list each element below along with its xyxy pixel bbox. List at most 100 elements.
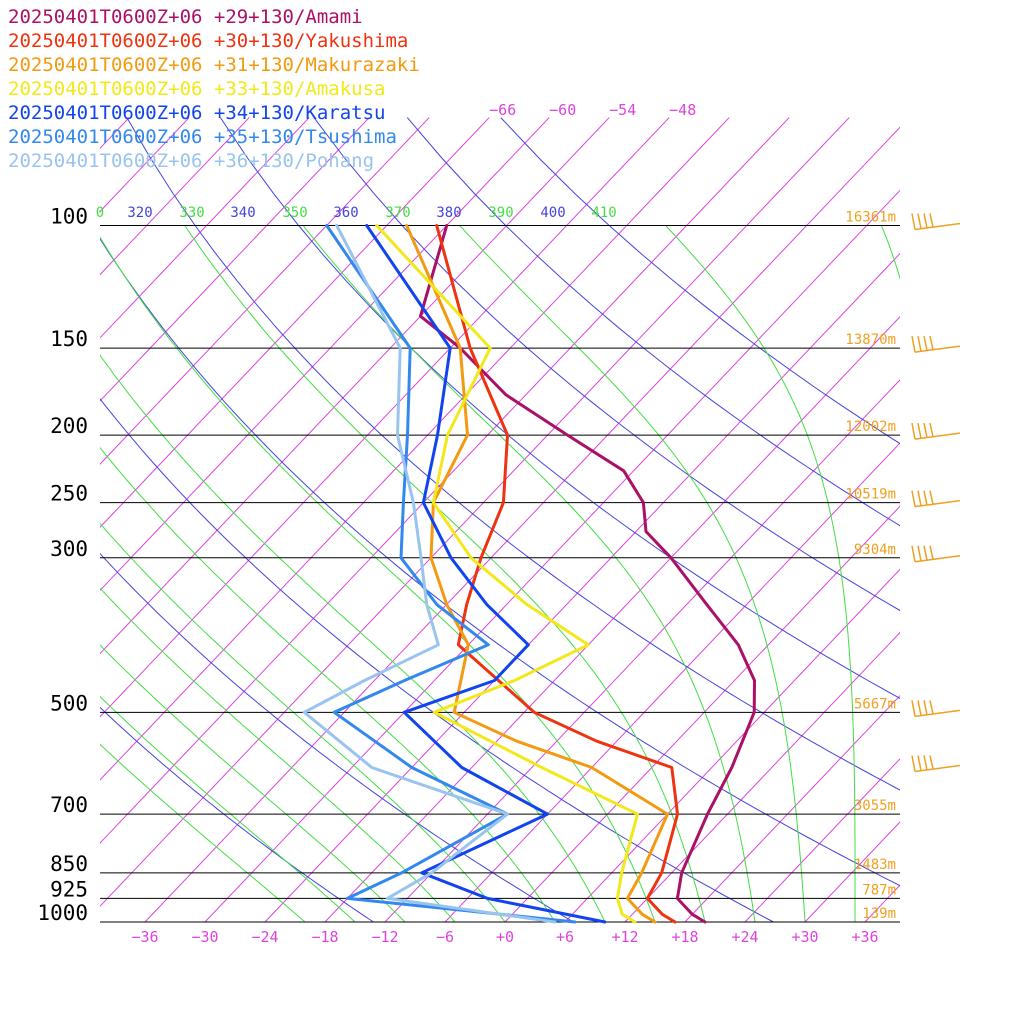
height-label: 16361m — [845, 209, 896, 225]
isotherm-line — [100, 117, 670, 718]
theta-labels: 0 320 330 340 350 360 370 380 390 400 410 — [96, 205, 617, 221]
upper-isotherm-label: −66 — [489, 101, 516, 119]
isotherm-line — [100, 117, 610, 655]
moist-adiabat-line — [459, 225, 806, 923]
height-label: 5667m — [854, 696, 896, 712]
height-label: 9304m — [854, 542, 896, 558]
theta-label: 380 — [436, 205, 461, 221]
pressure-label: 700 — [50, 793, 88, 817]
series-line-1 — [419, 224, 756, 924]
isotherm-line — [100, 117, 790, 844]
temperature-tick-label: +18 — [671, 928, 698, 946]
isotherm-line — [684, 694, 900, 923]
wind-barb — [911, 422, 961, 440]
theta-label: 350 — [282, 205, 307, 221]
isotherm-line — [444, 442, 900, 923]
pressure-label: 500 — [50, 691, 88, 715]
height-label: 3055m — [854, 798, 896, 814]
upper-isotherm-labels: −66 −60 −54 −48 — [489, 101, 696, 119]
theta-label: 340 — [230, 205, 255, 221]
temperature-tick-label: +0 — [496, 928, 514, 946]
isotherm-line — [925, 118, 1024, 922]
theta-label: 370 — [385, 205, 410, 221]
temperature-tick-label: −30 — [191, 928, 218, 946]
theta-label: 400 — [540, 205, 565, 221]
moist-adiabat-line — [302, 225, 756, 923]
isotherm-line — [100, 117, 730, 781]
upper-isotherm-label: −48 — [669, 101, 696, 119]
height-label: 1483m — [854, 857, 896, 873]
isotherm-line — [264, 252, 900, 923]
isotherm-line — [100, 117, 370, 402]
isotherm-line — [564, 568, 900, 923]
wind-barb — [911, 700, 961, 718]
theta-label: 330 — [179, 205, 204, 221]
legend-entry: 20250401T0600Z+06 +30+130/Yakushima — [8, 30, 408, 52]
temperature-tick-label: −18 — [311, 928, 338, 946]
wind-barb — [911, 213, 961, 231]
dry-adiabat-line — [406, 117, 900, 527]
height-labels: 16361m 13870m 12002m 10519m 9304m 5667m 3055m 1… — [845, 209, 896, 922]
series-lines — [302, 224, 756, 924]
theta-label: 360 — [333, 205, 358, 221]
isotherm-line — [144, 126, 900, 923]
temperature-tick-label: −12 — [371, 928, 398, 946]
isotherm-line — [100, 117, 310, 339]
temperature-tick-label: +36 — [851, 928, 878, 946]
wind-barb — [911, 490, 961, 508]
isotherm-line — [384, 379, 900, 923]
legend-entry: 20250401T0600Z+06 +35+130/Tsushima — [8, 126, 397, 148]
height-label: 13870m — [845, 332, 896, 348]
dry-adiabat-line — [100, 706, 374, 923]
series-line-3 — [405, 224, 669, 924]
dry-adiabat-line — [100, 237, 900, 887]
upper-isotherm-label: −60 — [549, 101, 576, 119]
theta-label: 0 — [96, 205, 104, 221]
temperature-tick-label: −6 — [436, 928, 454, 946]
height-label: 787m — [862, 882, 896, 898]
isotherm-line — [100, 117, 190, 213]
isotherm-line — [744, 758, 900, 923]
temperature-axis-labels: −36 −30 −24 −18 −12 −6 +0 +6 +12 +18 +24 +30 +36 — [131, 928, 878, 946]
legend-entry: 20250401T0600Z+06 +36+130/Pohang — [8, 150, 374, 172]
temperature-tick-label: −24 — [251, 928, 278, 946]
theta-label: 410 — [591, 205, 616, 221]
isotherm-line — [100, 117, 850, 907]
dry-adiabat-line — [219, 117, 900, 700]
isotherm-line — [100, 117, 250, 276]
isotherm-line — [204, 189, 900, 923]
dry-adiabat-line — [313, 117, 900, 612]
wind-barbs — [911, 213, 961, 773]
isotherm-line — [624, 631, 900, 923]
height-label: 12002m — [845, 419, 896, 435]
temperature-tick-label: +12 — [611, 928, 638, 946]
pressure-label: 150 — [50, 327, 88, 351]
pressure-label: 300 — [50, 537, 88, 561]
dry-adiabat-line — [500, 117, 900, 445]
temperature-tick-label: −36 — [131, 928, 158, 946]
pressure-label: 1000 — [37, 901, 88, 925]
isotherm-line — [804, 821, 900, 923]
temperature-tick-label: +6 — [556, 928, 574, 946]
series-line-2 — [435, 224, 679, 924]
moist-adiabat-line — [100, 236, 656, 923]
moist-adiabat-line — [100, 743, 306, 923]
dry-adiabat-line — [100, 552, 574, 923]
legend-entry: 20250401T0600Z+06 +29+130/Amami — [8, 6, 363, 28]
legend-entry: 20250401T0600Z+06 +34+130/Karatsu — [8, 102, 386, 124]
legend-entry: 20250401T0600Z+06 +33+130/Amakusa — [8, 78, 386, 100]
wind-barb — [911, 755, 961, 773]
legend-entry: 20250401T0600Z+06 +31+130/Makurazaki — [8, 54, 420, 76]
temperature-tick-label: +24 — [731, 928, 758, 946]
temperature-tick-label: +30 — [791, 928, 818, 946]
isotherm-line — [985, 118, 1024, 922]
pressure-label: 100 — [50, 204, 88, 228]
dry-adiabat-line — [126, 117, 900, 791]
upper-isotherm-label: −54 — [609, 101, 636, 119]
theta-label: 390 — [488, 205, 513, 221]
isotherm-line — [504, 505, 900, 923]
pressure-label: 250 — [50, 482, 88, 506]
isobar-lines — [100, 224, 900, 923]
